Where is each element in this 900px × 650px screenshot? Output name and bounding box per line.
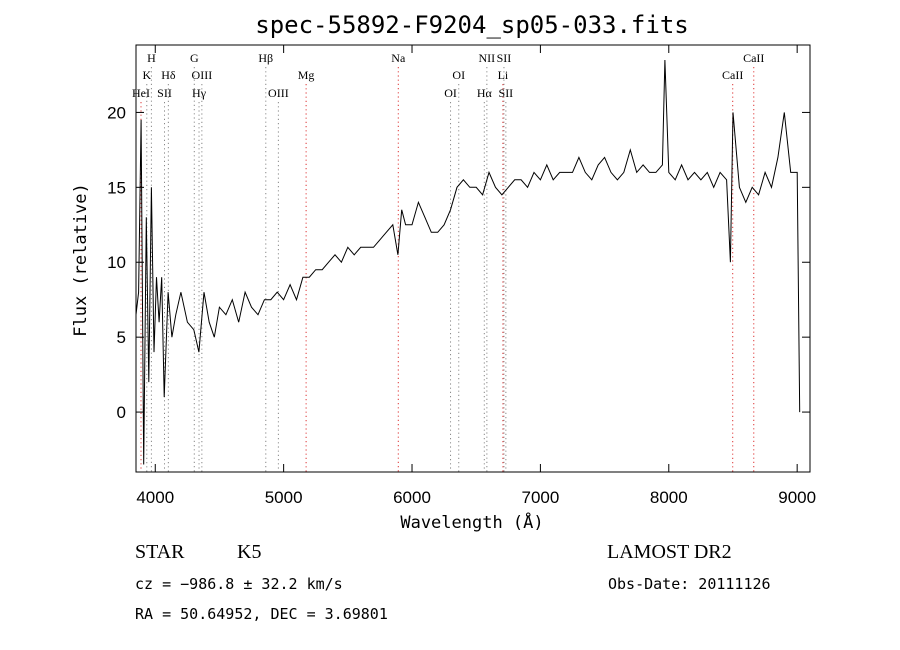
line-label: SII xyxy=(499,86,514,100)
line-label: OI xyxy=(444,86,457,100)
y-tick-label: 15 xyxy=(107,178,126,197)
line-label: Hδ xyxy=(161,68,176,82)
line-label: Hα xyxy=(477,86,493,100)
x-axis-ticks: 4000 5000 6000 7000 8000 9000 xyxy=(136,45,816,507)
line-label: G xyxy=(190,51,199,65)
line-labels: HK HeI Hδ SII G OIII Hγ Hβ OIII Mg Na OI OI NII Hα SII L… xyxy=(132,51,764,100)
y-tick-label: 20 xyxy=(107,103,126,122)
line-label: Hγ xyxy=(192,86,207,100)
line-label: NII xyxy=(479,51,496,65)
coordinates: RA = 50.64952, DEC = 3.69801 xyxy=(135,605,388,623)
y-axis-label: Flux (relative) xyxy=(71,183,91,337)
spectrum-series xyxy=(135,59,801,465)
line-label: Na xyxy=(391,51,406,65)
x-tick-label: 4000 xyxy=(136,488,174,507)
x-tick-label: 9000 xyxy=(778,488,816,507)
line-label: HeI xyxy=(132,86,150,100)
line-label: SII xyxy=(157,86,172,100)
plot-frame xyxy=(135,44,811,473)
line-label: Li xyxy=(498,68,509,82)
redshift-cz: cz = −986.8 ± 32.2 km/s xyxy=(135,575,343,593)
line-label: H xyxy=(147,51,156,65)
line-label: SII xyxy=(497,51,512,65)
x-axis-label: Wavelength (Å) xyxy=(400,511,543,533)
line-label: K xyxy=(142,68,151,82)
line-label: CaII xyxy=(722,68,743,82)
line-label: OIII xyxy=(268,86,289,100)
line-label: CaII xyxy=(743,51,764,65)
line-label: Hβ xyxy=(258,51,273,65)
object-subclass: K5 xyxy=(237,541,261,563)
y-axis-ticks: 0 5 10 15 20 xyxy=(107,103,810,422)
y-tick-label: 5 xyxy=(117,328,126,347)
y-tick-label: 0 xyxy=(117,403,126,422)
chart-title: spec-55892-F9204_sp05-033.fits xyxy=(255,11,688,39)
x-tick-label: 5000 xyxy=(265,488,303,507)
object-class: STAR xyxy=(135,541,185,563)
line-label: OIII xyxy=(192,68,213,82)
line-label: Mg xyxy=(298,68,315,82)
x-tick-label: 7000 xyxy=(521,488,559,507)
reference-lines xyxy=(140,67,755,472)
x-tick-label: 8000 xyxy=(650,488,688,507)
y-tick-label: 10 xyxy=(107,253,126,272)
survey-name: LAMOST DR2 xyxy=(607,541,732,563)
obs-date: Obs-Date: 20111126 xyxy=(608,575,771,593)
line-label: OI xyxy=(452,68,465,82)
x-tick-label: 6000 xyxy=(393,488,431,507)
